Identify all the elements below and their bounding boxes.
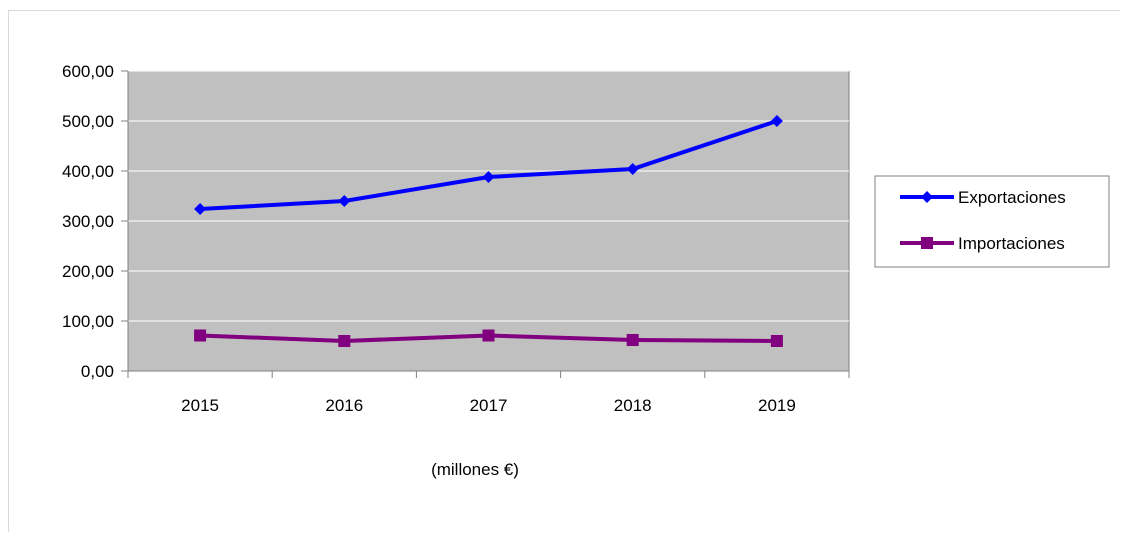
y-tick-label: 600,00 xyxy=(62,62,114,81)
data-point xyxy=(482,329,495,342)
y-tick-label: 500,00 xyxy=(62,112,114,131)
data-point xyxy=(770,335,783,347)
x-tick-labels: 2015 2016 2017 2018 2019 xyxy=(181,396,796,415)
data-point xyxy=(194,329,207,342)
y-tick-label: 200,00 xyxy=(62,262,114,281)
y-tick-label: 300,00 xyxy=(62,212,114,231)
data-point xyxy=(482,171,495,183)
legend-box xyxy=(874,175,1110,268)
legend-label: Exportaciones xyxy=(958,188,1066,207)
x-tick-label: 2017 xyxy=(470,396,508,415)
legend-marker xyxy=(921,191,933,203)
legend-marker xyxy=(921,237,933,249)
x-axis-title: (millones €) xyxy=(431,460,519,479)
y-tick-label: 400,00 xyxy=(62,162,114,181)
x-tick-label: 2016 xyxy=(325,396,363,415)
data-point xyxy=(338,195,351,207)
data-point xyxy=(338,335,351,347)
y-tick-label: 0,00 xyxy=(81,362,114,381)
legend: Exportaciones Importaciones xyxy=(874,175,1110,268)
x-tick-label: 2015 xyxy=(181,396,219,415)
y-tick-label: 100,00 xyxy=(62,312,114,331)
legend-entry: Exportaciones xyxy=(900,188,1066,207)
axes xyxy=(121,70,850,378)
data-point xyxy=(626,334,639,346)
y-tick-labels: 0,00 100,00 200,00 300,00 400,00 500,00 600,00 xyxy=(62,62,114,381)
series-importaciones xyxy=(194,329,783,347)
chart-frame xyxy=(8,10,1120,532)
series-exportaciones xyxy=(194,115,783,215)
x-tick-label: 2018 xyxy=(614,396,652,415)
data-point xyxy=(626,163,639,175)
data-point xyxy=(770,115,783,127)
series xyxy=(194,115,783,347)
x-tick-label: 2019 xyxy=(758,396,796,415)
legend-entry: Importaciones xyxy=(900,234,1065,253)
legend-label: Importaciones xyxy=(958,234,1065,253)
data-point xyxy=(194,203,207,215)
